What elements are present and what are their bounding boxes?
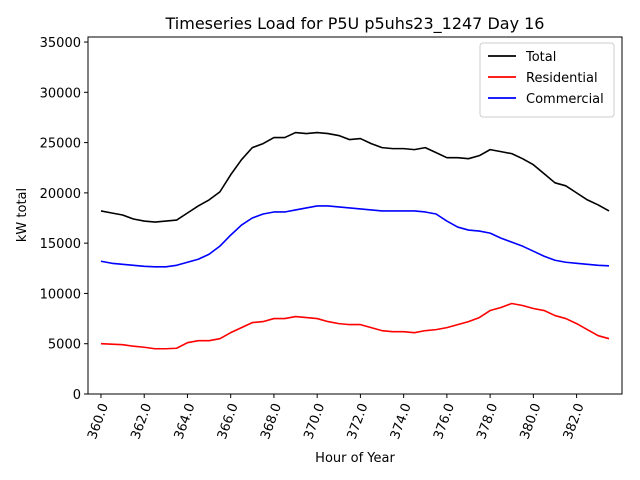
y-axis: 0 5000 10000 15000 20000 25000 30000 35000: [40, 36, 88, 403]
y-tick-label: 10000: [40, 287, 81, 302]
y-tick-label: 20000: [40, 187, 81, 202]
x-tick-label: 380.0: [518, 401, 545, 441]
x-axis: 360.0 362.0 364.0 366.0 368.0 370.0 372.0 374.0…: [85, 394, 588, 442]
legend: Total Residential Commercial: [479, 42, 615, 118]
legend-label-commercial: Commercial: [526, 92, 604, 107]
series-line-residential: [100, 302, 610, 350]
x-tick-label: 366.0: [215, 401, 242, 441]
series-line-total: [100, 131, 610, 223]
series-line-commercial: [100, 205, 610, 268]
x-tick-label: 362.0: [128, 401, 155, 441]
x-tick-label: 368.0: [258, 401, 285, 441]
x-tick-label: 374.0: [388, 401, 415, 441]
y-tick-label: 30000: [40, 86, 81, 101]
plot-frame: [87, 36, 623, 395]
x-tick-label: 378.0: [474, 401, 501, 441]
y-tick-label: 5000: [48, 338, 81, 353]
y-tick-label: 0: [73, 388, 81, 403]
x-tick-label: 364.0: [172, 401, 199, 441]
y-tick-label: 15000: [40, 237, 81, 252]
y-tick-label: 25000: [40, 137, 81, 152]
chart-title: Timeseries Load for P5U p5uhs23_1247 Day…: [165, 14, 545, 34]
plot-lines: [100, 131, 610, 350]
legend-label-residential: Residential: [526, 71, 598, 86]
y-tick-label: 35000: [40, 36, 81, 51]
x-tick-label: 382.0: [561, 401, 588, 441]
legend-label-total: Total: [525, 50, 556, 65]
x-tick-label: 372.0: [345, 401, 372, 441]
x-axis-label: Hour of Year: [315, 451, 395, 466]
x-tick-label: 360.0: [85, 401, 112, 441]
x-tick-label: 370.0: [301, 401, 328, 441]
y-axis-label: kW total: [15, 188, 30, 242]
x-tick-label: 376.0: [431, 401, 458, 441]
